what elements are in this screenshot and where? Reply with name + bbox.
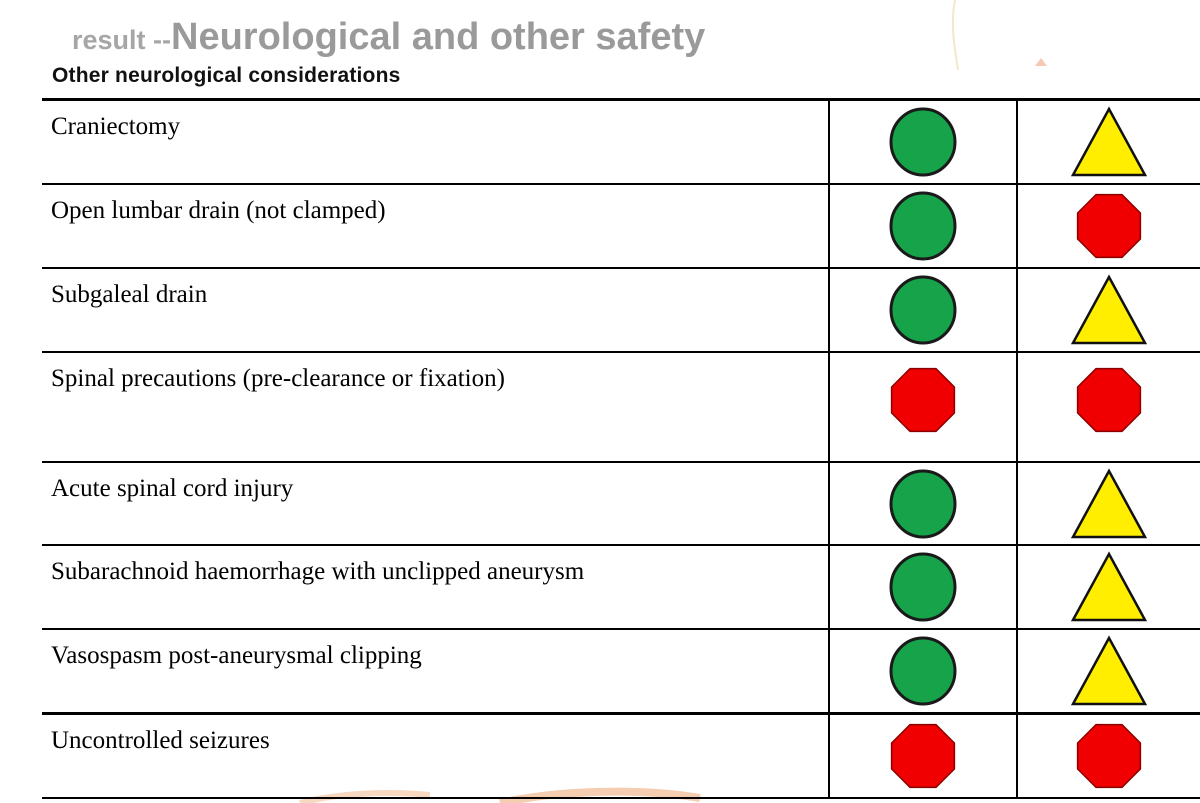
yellow-triangle-icon [1070, 551, 1148, 622]
yellow-triangle-icon [1070, 274, 1148, 345]
red-octagon-icon [1076, 193, 1142, 259]
title-prefix: result -- [72, 25, 172, 55]
status-cell [1016, 185, 1200, 267]
status-cell [1016, 463, 1200, 544]
yellow-triangle-icon [1070, 467, 1148, 538]
green-circle-icon [889, 275, 957, 345]
status-cell [1016, 630, 1200, 712]
status-cell [1016, 715, 1200, 797]
row-label: Acute spinal cord injury [51, 475, 294, 502]
table-row: Subarachnoid haemorrhage with unclipped … [42, 546, 1200, 630]
title-main: Neurological and other safety [171, 16, 706, 58]
green-circle-icon [889, 191, 957, 261]
red-octagon-icon [890, 367, 956, 433]
status-cell [1016, 353, 1200, 461]
table-row: Spinal precautions (pre-clearance or fix… [42, 353, 1200, 463]
table-row: Subgaleal drain [42, 269, 1200, 353]
red-octagon-icon [1076, 367, 1142, 433]
green-circle-icon [889, 107, 957, 177]
status-cell [828, 185, 1016, 267]
row-label: Subgaleal drain [51, 281, 208, 308]
yellow-triangle-icon [1070, 635, 1148, 706]
status-cell [828, 715, 1016, 797]
row-label: Uncontrolled seizures [51, 727, 270, 754]
status-cell [828, 630, 1016, 712]
status-cell [828, 101, 1016, 183]
table-row: Vasospasm post-aneurysmal clipping [42, 630, 1200, 715]
green-circle-icon [889, 469, 957, 538]
status-cell [1016, 101, 1200, 183]
status-cell [1016, 269, 1200, 351]
red-octagon-icon [890, 723, 956, 789]
row-label: Vasospasm post-aneurysmal clipping [51, 642, 422, 669]
status-cell [828, 353, 1016, 461]
status-cell [828, 269, 1016, 351]
row-label: Open lumbar drain (not clamped) [51, 197, 386, 224]
safety-table: Craniectomy Open lumbar drain (not clamp… [42, 98, 1200, 799]
table-row: Craniectomy [42, 101, 1200, 185]
table-subtitle: Other neurological considerations [52, 64, 401, 87]
table-row: Acute spinal cord injury [42, 463, 1200, 546]
row-label: Craniectomy [51, 113, 181, 140]
red-octagon-icon [1076, 723, 1142, 789]
table-row: Uncontrolled seizures [42, 715, 1200, 799]
page-title: result --Neurological and other safety [72, 18, 705, 56]
row-label: Spinal precautions (pre-clearance or fix… [51, 365, 505, 392]
green-circle-icon [889, 552, 957, 622]
status-cell [828, 463, 1016, 544]
green-circle-icon [889, 636, 957, 706]
yellow-triangle-icon [1070, 106, 1148, 177]
status-cell [1016, 546, 1200, 628]
row-label: Subarachnoid haemorrhage with unclipped … [51, 558, 585, 585]
table-row: Open lumbar drain (not clamped) [42, 185, 1200, 269]
status-cell [828, 546, 1016, 628]
